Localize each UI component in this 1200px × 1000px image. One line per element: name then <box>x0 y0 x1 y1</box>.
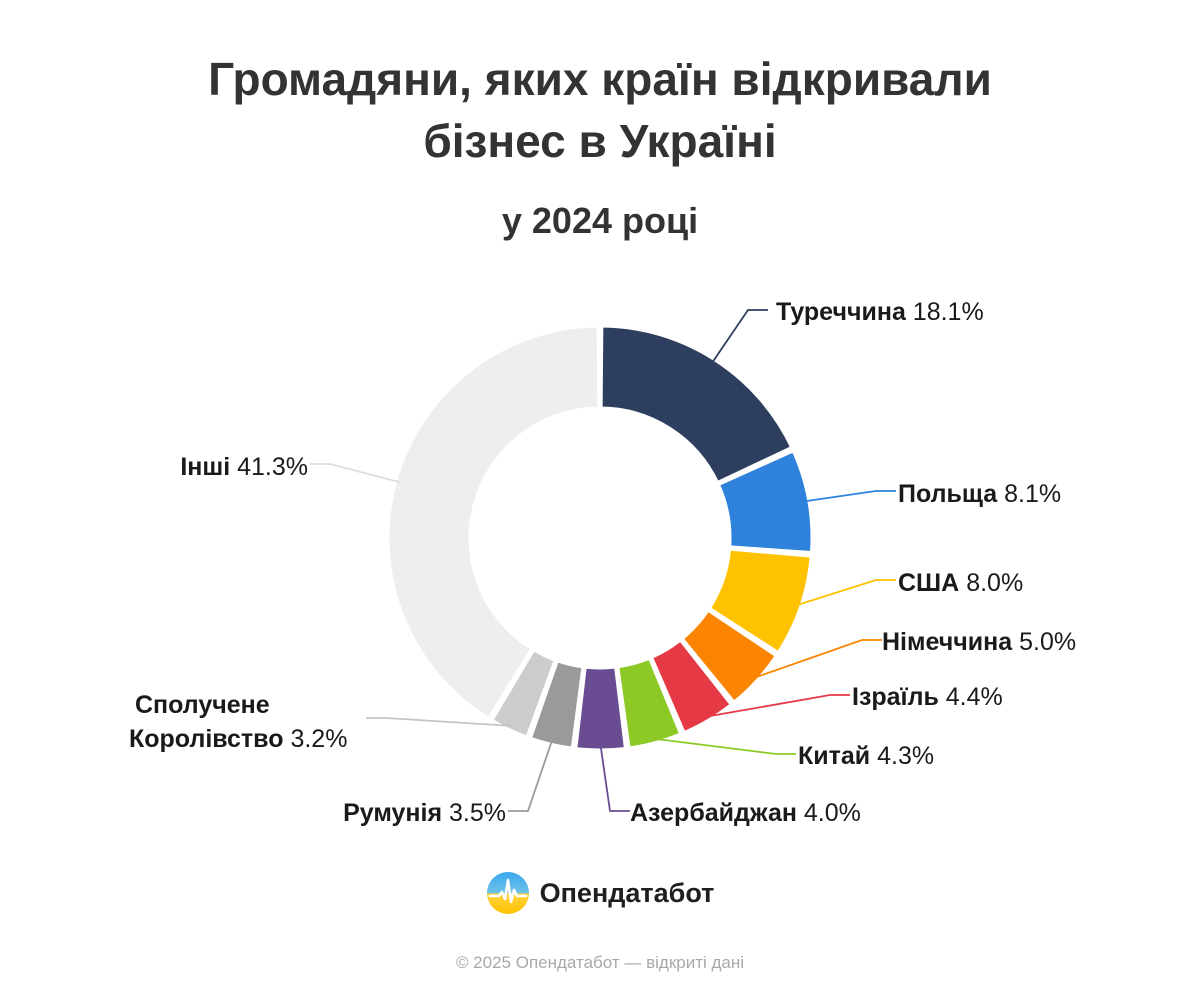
slice-label-name: Туреччина <box>776 298 913 326</box>
slice-label-value: 41.3% <box>237 453 308 481</box>
chart-subtitle: у 2024 році <box>501 200 699 241</box>
leader-line <box>796 579 896 606</box>
slice-label-value: 4.4% <box>946 683 1003 711</box>
slice-label: Китай 4.3% <box>798 742 934 770</box>
donut-slice <box>707 547 813 655</box>
slice-label: Азербайджан 4.0% <box>630 799 861 827</box>
slice-label-name: Ізраїль <box>852 683 946 711</box>
leader-line <box>310 463 400 483</box>
leader-line <box>508 740 553 812</box>
slice-label-value: 8.1% <box>1004 480 1061 508</box>
leader-line <box>706 694 850 718</box>
slice-label-value: 4.0% <box>804 799 861 827</box>
slice-label-name: Інші <box>180 453 237 481</box>
leader-line <box>599 745 630 812</box>
opendatabot-logo-icon <box>486 872 529 914</box>
donut-slice <box>528 659 585 750</box>
leader-line <box>753 639 882 679</box>
slice-label-name: Королівство <box>129 725 290 753</box>
slice-label-value: 18.1% <box>913 298 984 326</box>
slice-label-name: Сполучене <box>135 691 270 719</box>
leader-line <box>804 490 896 503</box>
donut-slice <box>574 665 627 752</box>
slice-label-name: Азербайджан <box>630 799 804 827</box>
footer-copyright: © 2025 Опендатабот — відкриті дані <box>455 953 745 972</box>
slice-label-name: США <box>898 569 966 597</box>
slice-label: Інші 41.3% <box>180 453 308 481</box>
slice-label: Сполучене Королівство 3.2% <box>129 691 347 753</box>
slice-label-name: Румунія <box>343 799 449 827</box>
slice-label-name: Китай <box>798 742 877 770</box>
leader-line <box>654 737 796 755</box>
slice-label-value: 3.2% <box>290 725 347 753</box>
slice-label-value: 5.0% <box>1019 628 1076 656</box>
chart-title: Громадяни, яких країн відкривали бізнес … <box>0 48 1200 172</box>
donut-slice <box>717 449 814 554</box>
donut-slice <box>490 648 557 739</box>
slice-label-name: Німеччина <box>882 628 1019 656</box>
slice-label: США 8.0% <box>898 569 1023 597</box>
slice-label-value: 3.5% <box>449 799 506 827</box>
slice-label: Ізраїль 4.4% <box>852 683 1003 711</box>
slice-label: Польща 8.1% <box>898 480 1061 508</box>
slice-label-value: 8.0% <box>966 569 1023 597</box>
slice-label: Румунія 3.5% <box>343 799 506 827</box>
slice-label-name: Польща <box>898 480 1004 508</box>
brand-name: Опендатабот <box>539 877 715 908</box>
donut-slice <box>680 608 778 704</box>
donut-slice <box>386 324 601 720</box>
leader-line <box>711 309 768 364</box>
slice-label-value: 4.3% <box>877 742 934 770</box>
donut-slice <box>599 324 794 484</box>
chart-title-line-1: Громадяни, яких країн відкривали <box>208 53 992 105</box>
chart-title-line-2: бізнес в Україні <box>423 115 777 167</box>
leader-line <box>366 717 511 727</box>
slice-label: Туреччина 18.1% <box>776 298 984 326</box>
slice-label: Німеччина 5.0% <box>882 628 1076 656</box>
brand-logo: Опендатабот <box>0 868 1200 918</box>
